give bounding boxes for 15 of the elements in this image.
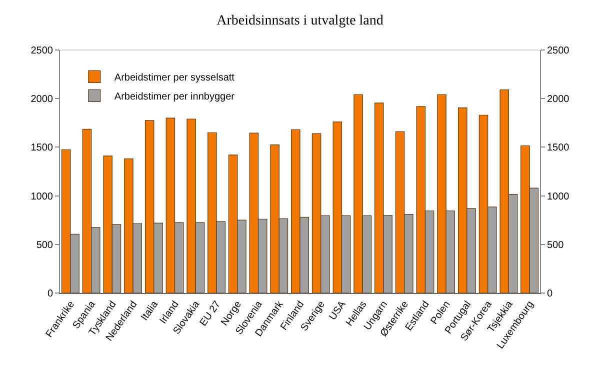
y-tick-label: 500 — [36, 240, 54, 251]
y-tick-label: 1000 — [30, 191, 54, 202]
y2-tick-label: 0 — [547, 288, 553, 300]
y2-tick-label: 2500 — [547, 46, 570, 56]
y2-tick-label: 2000 — [547, 94, 570, 106]
y-tick-label: 0 — [47, 288, 54, 300]
y-tick-label: 2500 — [30, 46, 54, 56]
y2-tick-label: 500 — [547, 240, 564, 251]
legend-label: Arbeidstimer per innbygger — [114, 92, 236, 103]
legend-label: Arbeidstimer per sysselsatt — [114, 72, 235, 84]
y2-tick-label: 1500 — [547, 142, 570, 154]
y-tick-label: 2000 — [30, 94, 54, 106]
y2-tick-label: 1000 — [547, 191, 570, 202]
chart-title: Arbeidsinnsats i utvalgte land — [216, 13, 384, 28]
y-tick-label: 1500 — [30, 142, 54, 154]
